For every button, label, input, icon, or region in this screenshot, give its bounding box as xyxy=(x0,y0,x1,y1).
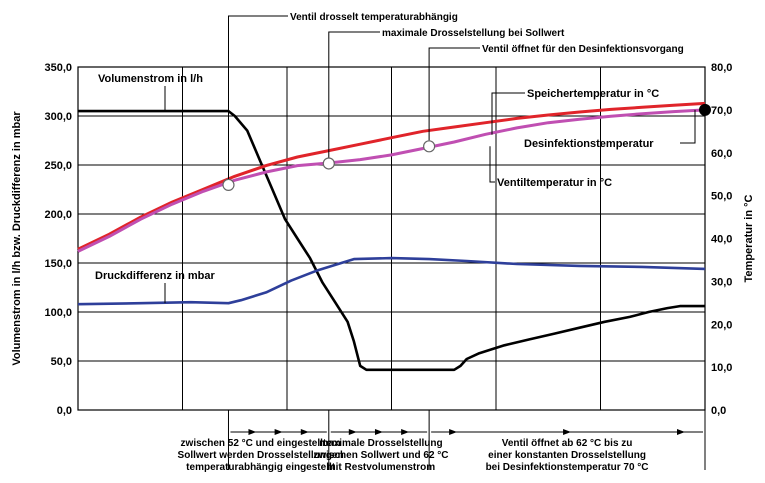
arrow-head xyxy=(348,429,357,435)
bottom-annotation-line: zwischen Sollwert und 62 °C xyxy=(313,450,448,461)
left-tick-label: 350,0 xyxy=(44,62,72,74)
leader-speicher xyxy=(491,92,525,135)
left-tick-label: 50,0 xyxy=(51,356,72,368)
right-tick-label: 20,0 xyxy=(711,319,732,331)
arrow-head xyxy=(563,429,572,435)
top-leader xyxy=(328,31,380,158)
right-tick-label: 60,0 xyxy=(711,148,732,160)
filled-marker xyxy=(699,103,711,116)
leader-desinfektion xyxy=(680,109,696,144)
bottom-annotation-line: zwischen 52 °C und eingestelltem xyxy=(181,438,341,449)
label-volumenstrom: Volumenstrom in l/h xyxy=(98,73,203,85)
open-marker xyxy=(222,178,235,192)
series-layer xyxy=(77,101,706,372)
arrow-head xyxy=(248,429,257,435)
right-tick-label: 0,0 xyxy=(711,405,726,417)
label-desinfektion: Desinfektionstemperatur xyxy=(524,138,654,150)
right-tick-label: 80,0 xyxy=(711,62,732,74)
left-axis-title: Volumenstrom in l/h bzw. Druckdifferenz … xyxy=(11,111,23,366)
top-annotation: maximale Drosselstellung bei Sollwert xyxy=(382,28,565,39)
bottom-annotation-line: mit Restvolumenstrom xyxy=(327,462,435,473)
arrow-head xyxy=(449,429,458,435)
grid xyxy=(77,66,706,411)
plot-frame xyxy=(77,66,706,411)
bottom-annotation-line: temperaturabhängig eingestellt xyxy=(186,462,336,473)
arrow-head xyxy=(300,429,309,435)
axes-layer: 0,0 50,0 100,0 150,0 200,0 250,0 300,0 350,0 0,0… xyxy=(11,62,755,417)
top-annotation: Ventil drosselt temperaturabhängig xyxy=(290,12,458,23)
left-tick-label: 100,0 xyxy=(44,307,72,319)
bottom-annotation-line: bei Desinfektionstemperatur 70 °C xyxy=(486,462,649,473)
top-leader xyxy=(228,15,288,179)
bottom-annotation-line: Sollwert werden Drosselstellungen xyxy=(178,450,344,461)
bottom-annotation-line: Ventil öffnet ab 62 °C bis zu xyxy=(502,438,633,449)
right-tick-label: 70,0 xyxy=(711,105,732,117)
label-speicher: Speichertemperatur in °C xyxy=(527,88,659,100)
open-marker xyxy=(322,157,335,170)
series-line xyxy=(78,109,705,372)
right-tick-label: 40,0 xyxy=(711,234,732,246)
series-line xyxy=(77,101,706,251)
right-axis-title: Temperatur in °C xyxy=(743,194,755,282)
right-tick-label: 30,0 xyxy=(711,276,732,288)
open-marker xyxy=(423,140,436,153)
series-line xyxy=(77,108,706,253)
markers-layer xyxy=(222,103,711,192)
label-druckdifferenz: Druckdifferenz in mbar xyxy=(95,270,216,282)
arrow-head xyxy=(274,429,283,435)
arrow-head xyxy=(401,429,410,435)
left-tick-label: 300,0 xyxy=(44,111,72,123)
leader-ventil xyxy=(489,146,495,183)
right-tick-label: 10,0 xyxy=(711,362,732,374)
left-tick-label: 150,0 xyxy=(44,258,72,270)
label-ventil: Ventiltemperatur in °C xyxy=(497,177,612,189)
left-tick-label: 0,0 xyxy=(57,405,72,417)
top-leader xyxy=(428,47,480,141)
left-tick-label: 200,0 xyxy=(44,209,72,221)
series-line xyxy=(77,256,706,306)
bottom-annotation-line: maximale Drosselstellung xyxy=(319,438,442,449)
right-tick-label: 50,0 xyxy=(711,191,732,203)
top-annotation: Ventil öffnet für den Desinfektionsvorga… xyxy=(482,44,684,55)
arrow-head xyxy=(374,429,383,435)
left-tick-label: 250,0 xyxy=(44,160,72,172)
annotations-layer: Volumenstrom in l/h Druckdifferenz in mba… xyxy=(95,12,706,473)
bottom-annotation-line: einer konstanten Drosselstellung xyxy=(488,450,646,461)
arrow-head xyxy=(677,429,685,435)
